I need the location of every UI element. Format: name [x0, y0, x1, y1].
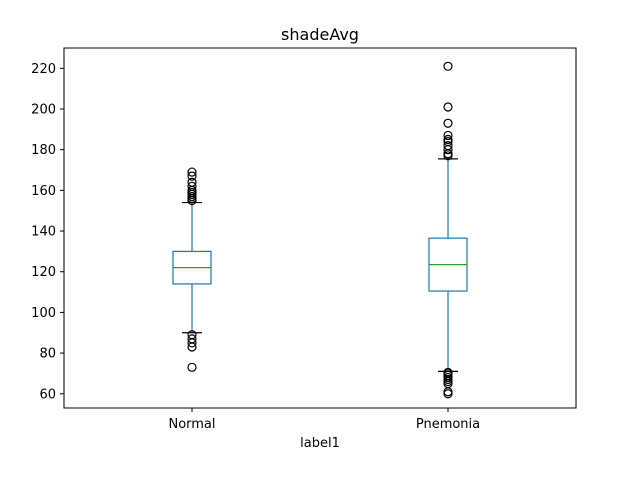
y-tick-label: 80	[39, 347, 56, 362]
outlier-point	[187, 167, 197, 177]
y-tick-label: 120	[31, 265, 56, 280]
outlier-point	[187, 181, 197, 191]
outlier-point	[187, 334, 197, 344]
y-axis: 60 80 100 120 140 160 180 200 220	[31, 62, 64, 402]
box-group-pnemonia	[428, 61, 468, 399]
outlier-point	[443, 134, 453, 145]
outlier-point	[187, 330, 197, 340]
y-tick-label: 100	[31, 306, 56, 321]
plot-area	[63, 47, 577, 409]
outlier-point	[443, 367, 453, 378]
outlier-point	[443, 102, 453, 112]
y-tick-label: 180	[31, 143, 56, 158]
x-axis: Normal Pnemonia	[168, 408, 480, 432]
y-tick-label: 60	[39, 387, 56, 402]
x-axis-label: label1	[300, 436, 340, 451]
y-tick-label: 200	[31, 103, 56, 118]
y-tick-label: 220	[31, 62, 56, 77]
outlier-point	[187, 362, 197, 372]
y-tick-label: 140	[31, 225, 56, 240]
x-tick-label: Pnemonia	[416, 417, 480, 432]
outlier-point	[443, 61, 453, 71]
outlier-point	[443, 118, 453, 128]
y-tick-label: 160	[31, 184, 56, 199]
outlier-point	[443, 141, 453, 151]
box-group-normal	[172, 167, 212, 372]
plot-frame	[63, 47, 577, 409]
outlier-point	[187, 171, 197, 181]
chart-title: shadeAvg	[281, 25, 359, 44]
outlier-point	[187, 177, 197, 187]
x-tick-label: Normal	[168, 417, 215, 432]
outlier-point	[443, 130, 453, 141]
